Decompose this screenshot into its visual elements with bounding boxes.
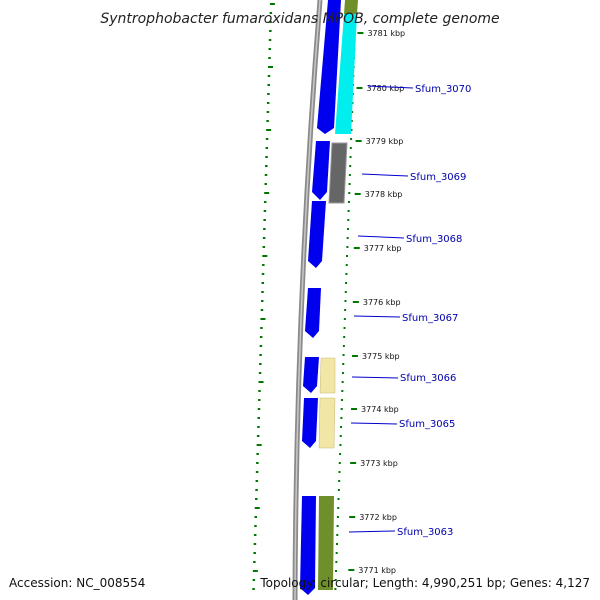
accession-info: Accession: NC_008554 [9, 576, 145, 590]
gene-label-sfum-3065[interactable]: Sfum_3065 [399, 419, 455, 430]
tick-label: 3773 kbp [360, 459, 398, 468]
cds-arrow-sfum-3065[interactable] [302, 398, 318, 448]
cds-arrow-sfum-3069[interactable] [312, 141, 330, 200]
tick-label: 3779 kbp [366, 137, 404, 146]
tick-label: 3781 kbp [367, 29, 405, 38]
tick-label: 3772 kbp [359, 513, 397, 522]
cds-arrow-sfum-3070[interactable] [317, 0, 341, 134]
cog-block-sfum-3065-khaki [318, 397, 336, 449]
label-line-sfum-3066 [351, 376, 399, 379]
gene-label-sfum-3063[interactable]: Sfum_3063 [397, 527, 453, 538]
tick-label: 3777 kbp [364, 244, 402, 253]
accession-value: NC_008554 [76, 576, 146, 590]
gene-label-lines [348, 85, 414, 533]
map-title: Syntrophobacter fumaroxidans MPOB, compl… [100, 11, 499, 27]
cog-block-sfum-3070-cyan [335, 14, 357, 134]
label-line-sfum-3069 [361, 173, 409, 177]
label-line-sfum-3068 [357, 235, 405, 239]
gene-label-sfum-3070[interactable]: Sfum_3070 [415, 84, 471, 95]
cds-arrow-sfum-3067[interactable] [305, 288, 321, 338]
cog-block-sfum-3066-khaki [319, 357, 336, 394]
cog-category-track [318, 0, 358, 590]
cog-block-sfum-3069-gray [328, 142, 348, 204]
gene-label-sfum-3069[interactable]: Sfum_3069 [410, 172, 466, 183]
label-line-sfum-3065 [350, 422, 398, 425]
cds-arrow-sfum-3063[interactable] [300, 496, 316, 595]
cds-arrow-sfum-3066[interactable] [303, 357, 319, 393]
tick-label: 3774 kbp [361, 405, 399, 414]
forward-cds-track [300, 0, 341, 595]
gene-label-sfum-3066[interactable]: Sfum_3066 [400, 373, 456, 384]
cog-block-sfum-3063-olive [318, 496, 334, 590]
label-line-sfum-3067 [353, 315, 401, 318]
gc-content-track-outer [252, 3, 275, 590]
kbp-tick-track: 3781 kbp 3780 kbp 3779 kbp 3778 kbp 3777 kbp… [348, 29, 405, 575]
topology-info: Topology: circular; Length: 4,990,251 bp… [260, 576, 590, 590]
label-line-sfum-3063 [348, 530, 396, 533]
tick-label: 3775 kbp [362, 352, 400, 361]
gene-label-sfum-3067[interactable]: Sfum_3067 [402, 313, 458, 324]
cog-block-sfum-3070-olive [344, 0, 358, 14]
tick-label: 3776 kbp [363, 298, 401, 307]
tick-label: 3778 kbp [365, 190, 403, 199]
backbone-ring-highlight [294, 0, 321, 600]
gene-labels: Sfum_3070 Sfum_3069 Sfum_3068 Sfum_3067 … [397, 84, 471, 538]
tick-label: 3771 kbp [358, 566, 396, 575]
cds-arrow-sfum-3068[interactable] [308, 201, 326, 268]
gene-label-sfum-3068[interactable]: Sfum_3068 [406, 234, 462, 245]
tick-label: 3780 kbp [367, 84, 405, 93]
accession-label: Accession: [9, 576, 73, 590]
label-line-sfum-3070 [367, 85, 414, 89]
